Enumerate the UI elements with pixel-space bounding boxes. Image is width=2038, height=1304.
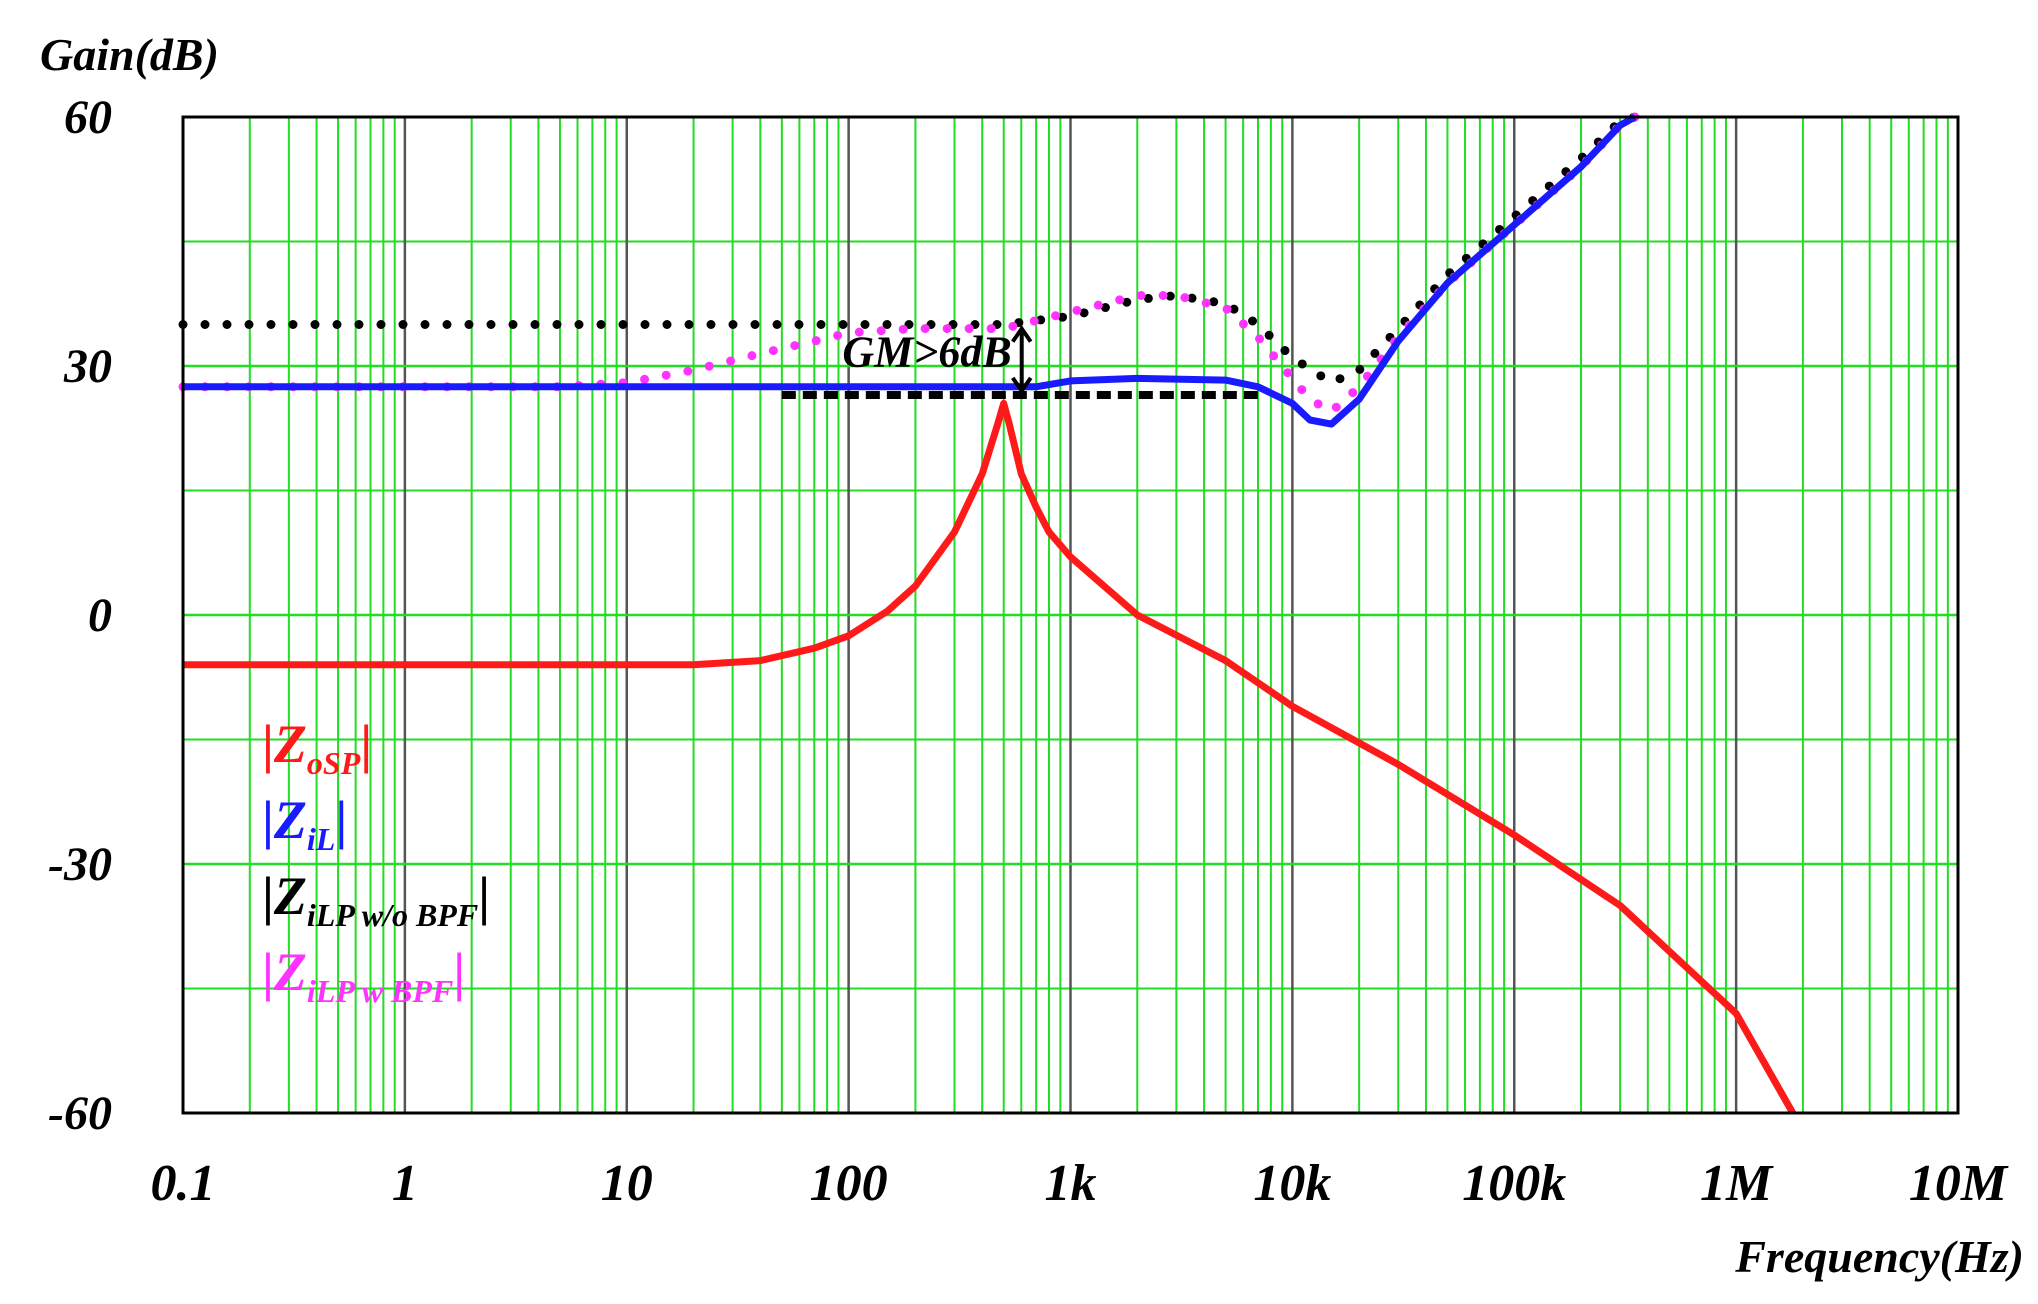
x-tick-label: 1k (1045, 1155, 1097, 1212)
x-tick-label: 10 (601, 1155, 653, 1212)
y-tick-label: -30 (48, 838, 112, 891)
y-tick-label: 30 (63, 340, 112, 393)
x-tick-label: 0.1 (151, 1155, 216, 1212)
x-tick-labels: 0.1 1 10 100 1k 10k 100k 1M 10M (151, 1155, 2009, 1212)
gain-margin-arrow (1011, 325, 1033, 395)
x-tick-label: 1 (392, 1155, 418, 1212)
x-tick-label: 10k (1253, 1155, 1331, 1212)
legend-il: |ZiL| (262, 790, 347, 857)
x-tick-label: 100k (1462, 1155, 1566, 1212)
y-tick-label: 60 (64, 91, 112, 144)
legend: |ZoSP| |ZiL| |ZiLP w/o BPF| |ZiLP w BPF| (262, 714, 490, 1009)
x-tick-label: 1M (1700, 1155, 1774, 1212)
y-tick-label: 0 (88, 589, 112, 642)
gain-margin-label: GM>6dB (842, 328, 1011, 377)
legend-osp: |ZoSP| (262, 714, 372, 781)
gain-margin-annotation: GM>6dB (842, 325, 1033, 395)
series-osp-line (183, 399, 1796, 1115)
series-il-line (183, 113, 1637, 428)
plot-frame (181, 115, 1960, 1115)
series-ilp-w-bpf-line (178, 112, 1640, 418)
series-ilp-w-o-bpf-line (178, 112, 1640, 388)
legend-ilp-w-bpf: |ZiLP w BPF| (262, 942, 465, 1009)
series-layer (178, 112, 1796, 1115)
legend-ilp-w-o-bpf: |ZiLP w/o BPF| (262, 866, 490, 933)
x-tick-label: 10M (1909, 1155, 2009, 1212)
y-tick-labels: 60 30 0 -30 -60 (48, 91, 112, 1140)
y-tick-label: -60 (48, 1087, 112, 1140)
x-axis-label: Frequency(Hz) (1734, 1231, 2024, 1282)
y-axis-label: Gain(dB) (40, 29, 219, 80)
x-tick-label: 100 (810, 1155, 888, 1212)
